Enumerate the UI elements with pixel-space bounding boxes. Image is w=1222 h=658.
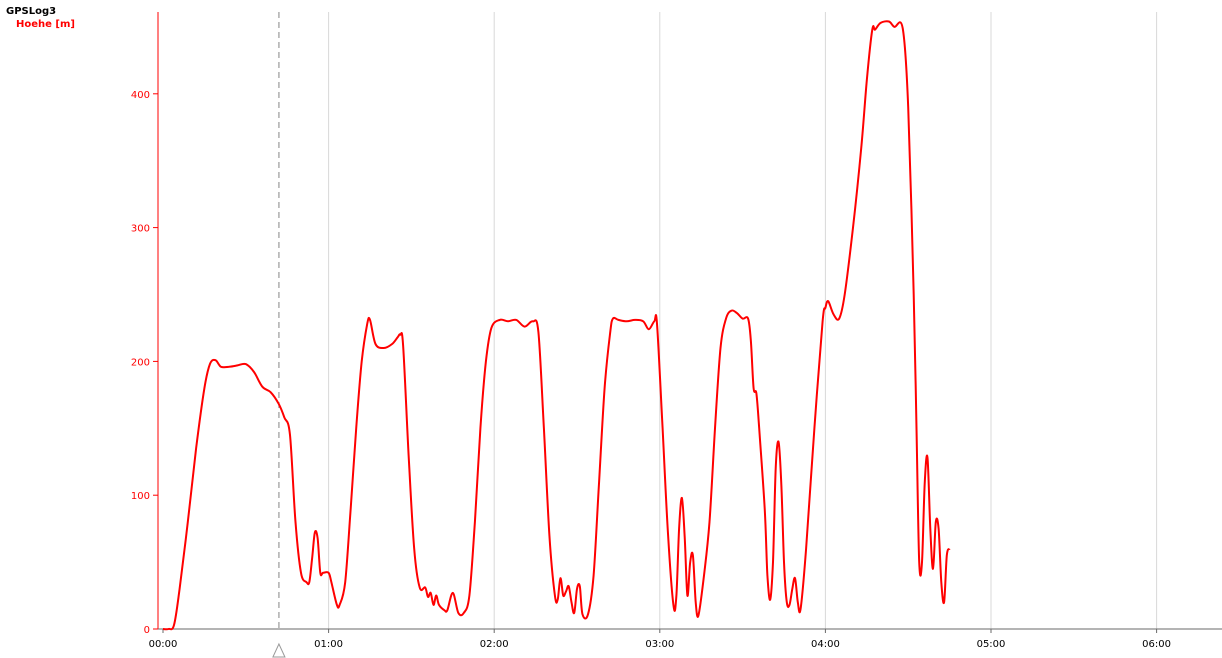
- cursor-handle-icon[interactable]: [272, 642, 286, 658]
- log-title: GPSLog3: [6, 6, 57, 17]
- x-tick-label-0000: 00:00: [149, 639, 178, 650]
- x-tick-label-0200: 02:00: [480, 639, 509, 650]
- y-tick-label-400: 400: [131, 90, 150, 101]
- y-tick-label-200: 200: [131, 357, 150, 368]
- series-line-hoehe: [162, 20, 951, 631]
- series-legend-label: Hoehe [m]: [16, 19, 75, 30]
- x-tick-label-0500: 05:00: [977, 639, 1006, 650]
- x-tick-label-0600: 06:00: [1142, 639, 1171, 650]
- chart-title-block: GPSLog3 Hoehe [m]: [6, 6, 75, 32]
- y-tick-label-300: 300: [131, 224, 150, 235]
- y-tick-label-100: 100: [131, 491, 150, 502]
- y-tick-label-0: 0: [144, 625, 150, 636]
- x-tick-label-0300: 03:00: [645, 639, 674, 650]
- x-tick-label-0400: 04:00: [811, 639, 840, 650]
- x-tick-label-0100: 01:00: [314, 639, 343, 650]
